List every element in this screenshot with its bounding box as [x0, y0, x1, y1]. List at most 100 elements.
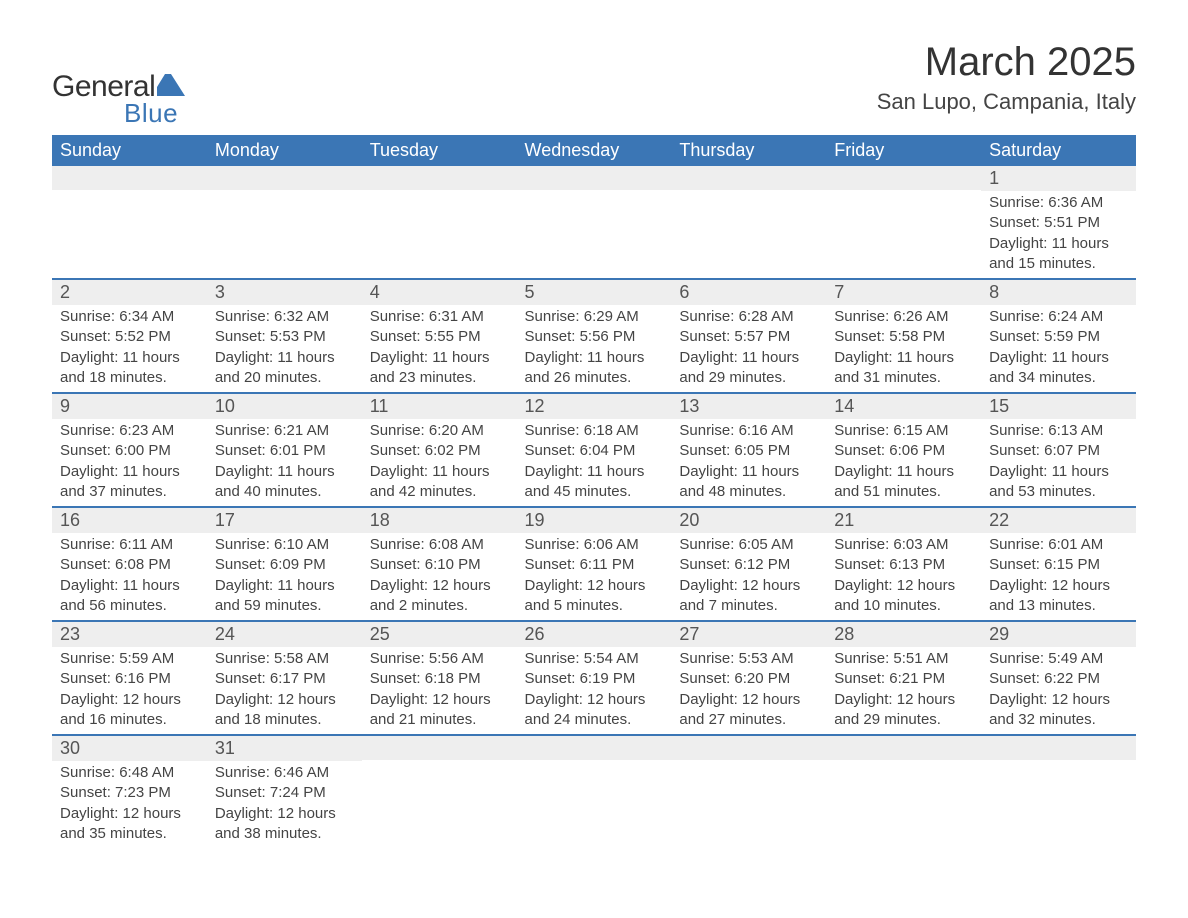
- day-sunset: Sunset: 6:19 PM: [525, 669, 664, 689]
- day-sunset: Sunset: 6:08 PM: [60, 555, 199, 575]
- day-cell-num: 1: [981, 166, 1136, 191]
- day-number: 19: [517, 508, 672, 533]
- day-sunset: Sunset: 6:21 PM: [834, 669, 973, 689]
- day-daylight2: and 20 minutes.: [215, 368, 354, 388]
- day-cell-content: [362, 761, 517, 848]
- day-daylight1: Daylight: 11 hours: [370, 348, 509, 368]
- day-number: [362, 166, 517, 190]
- day-cell-content: [826, 761, 981, 848]
- day-number: 20: [671, 508, 826, 533]
- day-details: [52, 191, 207, 271]
- day-cell-content: Sunrise: 6:28 AMSunset: 5:57 PMDaylight:…: [671, 305, 826, 393]
- weekday-header: Thursday: [671, 135, 826, 166]
- day-daylight1: Daylight: 11 hours: [60, 348, 199, 368]
- day-details: Sunrise: 6:05 AMSunset: 6:12 PMDaylight:…: [671, 533, 826, 620]
- day-sunset: Sunset: 5:55 PM: [370, 327, 509, 347]
- day-daylight1: Daylight: 12 hours: [60, 804, 199, 824]
- day-details: [671, 761, 826, 841]
- day-number: 23: [52, 622, 207, 647]
- day-details: [517, 191, 672, 271]
- day-cell-content: Sunrise: 6:26 AMSunset: 5:58 PMDaylight:…: [826, 305, 981, 393]
- day-daylight2: and 56 minutes.: [60, 596, 199, 616]
- day-sunrise: Sunrise: 6:05 AM: [679, 535, 818, 555]
- weekday-header: Sunday: [52, 135, 207, 166]
- day-cell-content: Sunrise: 6:21 AMSunset: 6:01 PMDaylight:…: [207, 419, 362, 507]
- day-cell-num: 22: [981, 507, 1136, 533]
- day-details: Sunrise: 6:06 AMSunset: 6:11 PMDaylight:…: [517, 533, 672, 620]
- day-daylight1: Daylight: 12 hours: [60, 690, 199, 710]
- day-daylight1: Daylight: 11 hours: [679, 462, 818, 482]
- day-cell-content: Sunrise: 6:36 AMSunset: 5:51 PMDaylight:…: [981, 191, 1136, 279]
- day-cell-content: [981, 761, 1136, 848]
- day-number: [207, 166, 362, 190]
- day-details: Sunrise: 6:23 AMSunset: 6:00 PMDaylight:…: [52, 419, 207, 506]
- day-cell-num: 8: [981, 279, 1136, 305]
- calendar-body: 1Sunrise: 6:36 AMSunset: 5:51 PMDaylight…: [52, 166, 1136, 848]
- day-details: Sunrise: 5:53 AMSunset: 6:20 PMDaylight:…: [671, 647, 826, 734]
- day-number: 5: [517, 280, 672, 305]
- day-daylight1: Daylight: 11 hours: [989, 462, 1128, 482]
- day-details: Sunrise: 6:18 AMSunset: 6:04 PMDaylight:…: [517, 419, 672, 506]
- day-daylight2: and 59 minutes.: [215, 596, 354, 616]
- day-number: 16: [52, 508, 207, 533]
- day-details: Sunrise: 6:13 AMSunset: 6:07 PMDaylight:…: [981, 419, 1136, 506]
- day-cell-num: 14: [826, 393, 981, 419]
- day-daylight2: and 7 minutes.: [679, 596, 818, 616]
- day-daylight1: Daylight: 12 hours: [679, 690, 818, 710]
- day-cell-content: Sunrise: 6:06 AMSunset: 6:11 PMDaylight:…: [517, 533, 672, 621]
- day-sunrise: Sunrise: 6:13 AM: [989, 421, 1128, 441]
- day-cell-num: 31: [207, 735, 362, 761]
- calendar-table: Sunday Monday Tuesday Wednesday Thursday…: [52, 135, 1136, 848]
- day-cell-content: Sunrise: 6:08 AMSunset: 6:10 PMDaylight:…: [362, 533, 517, 621]
- day-sunrise: Sunrise: 6:08 AM: [370, 535, 509, 555]
- week-daynum-row: 3031: [52, 735, 1136, 761]
- day-sunset: Sunset: 6:17 PM: [215, 669, 354, 689]
- day-cell-content: Sunrise: 5:58 AMSunset: 6:17 PMDaylight:…: [207, 647, 362, 735]
- title-block: March 2025 San Lupo, Campania, Italy: [877, 40, 1136, 123]
- day-daylight2: and 35 minutes.: [60, 824, 199, 844]
- day-details: Sunrise: 6:15 AMSunset: 6:06 PMDaylight:…: [826, 419, 981, 506]
- day-sunrise: Sunrise: 6:48 AM: [60, 763, 199, 783]
- day-cell-content: Sunrise: 6:05 AMSunset: 6:12 PMDaylight:…: [671, 533, 826, 621]
- weekday-header: Saturday: [981, 135, 1136, 166]
- day-sunrise: Sunrise: 6:34 AM: [60, 307, 199, 327]
- day-details: Sunrise: 6:20 AMSunset: 6:02 PMDaylight:…: [362, 419, 517, 506]
- day-number: [517, 736, 672, 760]
- day-details: Sunrise: 6:28 AMSunset: 5:57 PMDaylight:…: [671, 305, 826, 392]
- day-sunset: Sunset: 5:58 PM: [834, 327, 973, 347]
- day-cell-num: 3: [207, 279, 362, 305]
- day-number: 24: [207, 622, 362, 647]
- day-daylight1: Daylight: 12 hours: [834, 690, 973, 710]
- day-cell-num: 13: [671, 393, 826, 419]
- day-daylight2: and 10 minutes.: [834, 596, 973, 616]
- weekday-header: Tuesday: [362, 135, 517, 166]
- week-daynum-row: 2345678: [52, 279, 1136, 305]
- day-daylight2: and 32 minutes.: [989, 710, 1128, 730]
- day-sunset: Sunset: 6:11 PM: [525, 555, 664, 575]
- day-cell-num: [517, 166, 672, 191]
- day-cell-content: [671, 191, 826, 279]
- day-cell-num: 20: [671, 507, 826, 533]
- day-cell-content: Sunrise: 6:18 AMSunset: 6:04 PMDaylight:…: [517, 419, 672, 507]
- day-details: [362, 761, 517, 841]
- day-sunset: Sunset: 7:23 PM: [60, 783, 199, 803]
- day-number: [671, 166, 826, 190]
- day-sunrise: Sunrise: 6:32 AM: [215, 307, 354, 327]
- day-daylight2: and 51 minutes.: [834, 482, 973, 502]
- day-cell-content: [671, 761, 826, 848]
- day-cell-num: [671, 166, 826, 191]
- day-cell-num: [826, 166, 981, 191]
- week-daynum-row: 23242526272829: [52, 621, 1136, 647]
- day-details: Sunrise: 6:31 AMSunset: 5:55 PMDaylight:…: [362, 305, 517, 392]
- day-details: Sunrise: 5:58 AMSunset: 6:17 PMDaylight:…: [207, 647, 362, 734]
- day-daylight1: Daylight: 11 hours: [989, 234, 1128, 254]
- day-daylight1: Daylight: 11 hours: [370, 462, 509, 482]
- day-sunrise: Sunrise: 5:54 AM: [525, 649, 664, 669]
- day-sunrise: Sunrise: 6:20 AM: [370, 421, 509, 441]
- day-details: [671, 191, 826, 271]
- day-number: 11: [362, 394, 517, 419]
- day-sunrise: Sunrise: 6:28 AM: [679, 307, 818, 327]
- day-cell-content: Sunrise: 6:11 AMSunset: 6:08 PMDaylight:…: [52, 533, 207, 621]
- day-cell-num: [362, 735, 517, 761]
- day-cell-num: 16: [52, 507, 207, 533]
